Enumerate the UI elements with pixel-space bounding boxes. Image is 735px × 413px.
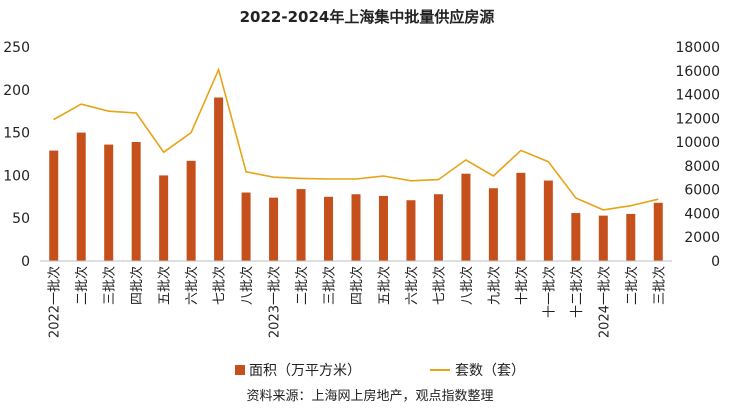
x-axis-label: 2024一批次 [596,266,612,338]
area-bar [378,195,388,261]
area-bar [626,213,636,261]
area-bars [49,97,663,261]
legend-label-area: 面积（万平方米） [249,363,361,379]
left-axis-tick: 200 [3,83,30,99]
area-bar [49,150,59,261]
units-line [53,67,659,211]
x-axis-labels: 2022一批次 二批次 三批次 四批次 五批次 六批次 七批次 八批次 2023一批次 二批次 三批… [47,266,668,338]
x-axis-label: 七批次 [431,266,447,305]
chart-title: 2022-2024年上海集中批量供应房源 [240,8,495,26]
area-bar [104,144,114,261]
x-axis-label: 2023一批次 [267,266,283,338]
area-bar [324,196,334,261]
right-axis-tick: 8000 [684,159,720,175]
area-bar [159,175,169,261]
left-axis-ticks: 0 50 100 150 200 250 [3,40,30,270]
area-bar [296,189,306,261]
area-bar [571,213,581,261]
area-bar [433,194,443,261]
x-axis-label: 二批次 [294,266,310,305]
legend-label-units: 套数（套） [455,363,525,379]
area-bar [131,142,141,261]
area-bar [598,215,608,261]
area-bar [76,132,86,261]
left-axis-tick: 0 [21,254,30,270]
area-bar [488,188,498,261]
area-bar [516,172,526,261]
x-axis-label: 六批次 [184,266,200,305]
right-axis-tick: 2000 [684,230,720,246]
x-axis-label: 五批次 [376,266,392,305]
area-bar [543,180,553,261]
x-axis-label: 十一批次 [541,266,557,318]
left-axis-tick: 250 [3,40,30,56]
right-axis-tick: 4000 [684,206,720,222]
right-axis-tick: 6000 [684,183,720,199]
x-axis-label: 2022一批次 [47,266,63,338]
right-axis-ticks: 0 2000 4000 6000 8000 10000 12000 14000 16000 180… [675,40,720,270]
legend-bar-swatch [235,365,245,375]
right-axis-tick: 14000 [675,88,720,104]
x-axis-label: 七批次 [212,266,228,305]
left-axis-tick: 50 [12,211,30,227]
right-axis-tick: 0 [711,254,720,270]
x-axis-label: 四批次 [349,266,365,305]
x-axis-label: 八批次 [239,266,255,305]
area-bar [241,192,251,261]
left-axis-tick: 100 [3,168,30,184]
x-axis-label: 十批次 [514,266,530,305]
right-axis-tick: 10000 [675,135,720,151]
x-axis-label: 九批次 [486,266,502,305]
area-bar [186,160,196,261]
source-note: 资料来源：上海网上房地产，观点指数整理 [246,388,493,404]
x-axis-label: 八批次 [459,266,475,305]
right-axis-tick: 12000 [675,111,720,127]
area-bar [406,200,416,261]
right-axis-tick: 18000 [675,40,720,56]
x-axis-label: 三批次 [322,266,338,305]
area-bar [351,194,361,261]
x-axis-label: 二批次 [74,266,90,305]
area-bar [214,97,224,261]
area-bar [461,173,471,261]
x-axis-label: 六批次 [404,266,420,305]
area-bar [269,197,279,261]
x-axis-label: 四批次 [129,266,145,305]
left-axis-tick: 150 [3,126,30,142]
x-axis-label: 三批次 [102,266,118,305]
area-bar [653,202,663,261]
legend: 面积（万平方米） 套数（套） [235,363,525,379]
x-axis-label: 十二批次 [569,266,585,318]
x-axis-label: 二批次 [624,266,640,305]
x-axis-label: 五批次 [157,266,173,305]
right-axis-tick: 16000 [675,64,720,80]
x-axis-label: 三批次 [651,266,667,305]
